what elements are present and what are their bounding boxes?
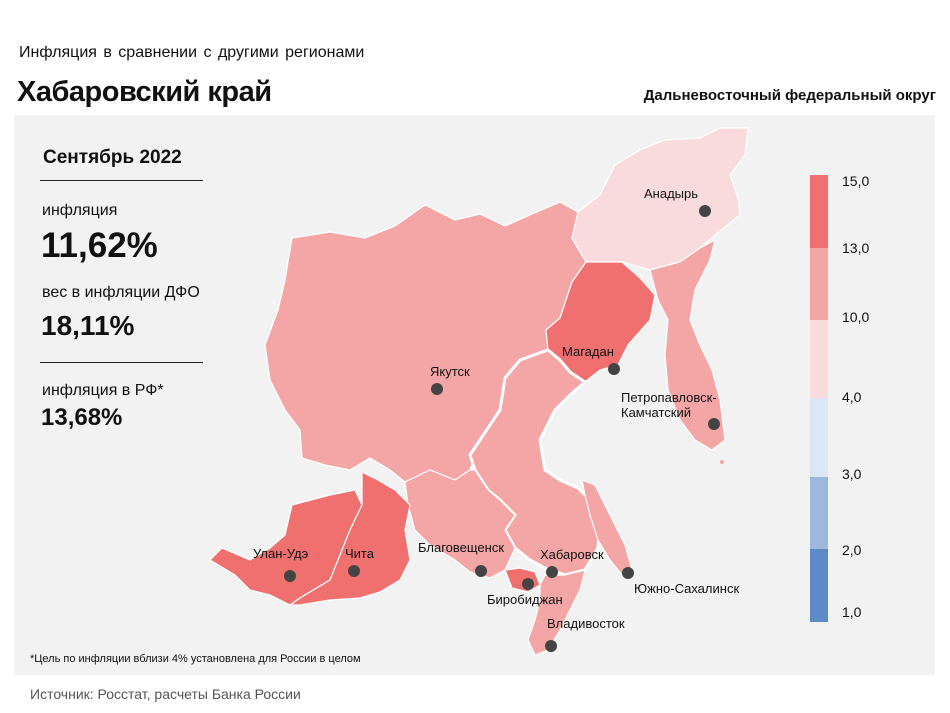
rf-inflation-value: 13,68% [41,404,123,431]
city-label-yuzhno: Южно-Сахалинск [634,581,739,596]
page-subtitle: Инфляция в сравнении с другими регионами [19,44,365,61]
district-label: Дальневосточный федеральный округ [643,87,936,104]
divider-bottom [40,362,203,363]
region-kamchatka[interactable] [649,238,726,451]
legend-tick-4: 4,0 [842,389,862,405]
city-label-chita: Чита [345,546,375,561]
rf-inflation-label: инфляция в РФ* [42,382,164,399]
kuril-islands [720,460,724,464]
inflation-label: инфляция [42,202,118,219]
city-label-vladivostok: Владивосток [547,616,625,631]
legend-swatch-10-13 [810,248,828,320]
legend-tick-3: 3,0 [842,466,862,482]
city-label-anadyr: Анадырь [644,186,698,201]
city-marker-ulan-ude[interactable] [284,570,296,582]
source-note: Источник: Росстат, расчеты Банка России [30,686,301,702]
legend-tick-13: 13,0 [842,240,870,256]
city-marker-yakutsk[interactable] [431,383,443,395]
city-label-petropavlovsk-2: Камчатский [621,405,691,420]
page-title: Хабаровский край [17,76,272,108]
city-label-petropavlovsk-1: Петропавловск- [621,390,717,405]
city-label-birobidzhan: Биробиджан [487,592,563,607]
legend-swatch-2-3 [810,477,828,549]
city-marker-vladivostok[interactable] [545,640,557,652]
region-amur[interactable] [404,469,516,579]
period-label: Сентябрь 2022 [43,147,182,168]
legend-swatch-4-10 [810,320,828,398]
legend-swatch-13-15 [810,175,828,248]
city-label-yakutsk: Якутск [430,364,470,379]
city-label-magadan: Магадан [562,344,614,359]
city-label-ulan-ude: Улан-Удэ [253,546,309,561]
legend-tick-1: 1,0 [842,604,862,620]
inflation-value: 11,62% [41,226,158,265]
legend-tick-15: 15,0 [842,173,870,189]
city-marker-khabarovsk[interactable] [546,566,558,578]
legend-swatch-1-2 [810,549,828,622]
city-marker-anadyr[interactable] [699,205,711,217]
city-marker-chita[interactable] [348,565,360,577]
city-marker-blagoveshchensk[interactable] [475,565,487,577]
weight-label: вес в инфляции ДФО [42,284,200,301]
city-marker-magadan[interactable] [608,363,620,375]
region-buryatia[interactable] [209,489,363,606]
legend-tick-2: 2,0 [842,542,862,558]
city-marker-birobidzhan[interactable] [522,578,534,590]
divider-top [40,180,203,181]
city-marker-yuzhno[interactable] [622,567,634,579]
city-label-blagoveshchensk: Благовещенск [418,540,504,555]
region-jewish-ao[interactable] [504,567,541,593]
region-zabaykalsky[interactable] [288,471,411,606]
city-label-khabarovsk: Хабаровск [540,547,604,562]
weight-value: 18,11% [41,310,135,341]
legend-tick-10: 10,0 [842,309,870,325]
city-marker-petropavlovsk[interactable] [708,418,720,430]
legend-swatch-3-4 [810,398,828,477]
footnote: *Цель по инфляции вблизи 4% установлена … [30,653,361,665]
